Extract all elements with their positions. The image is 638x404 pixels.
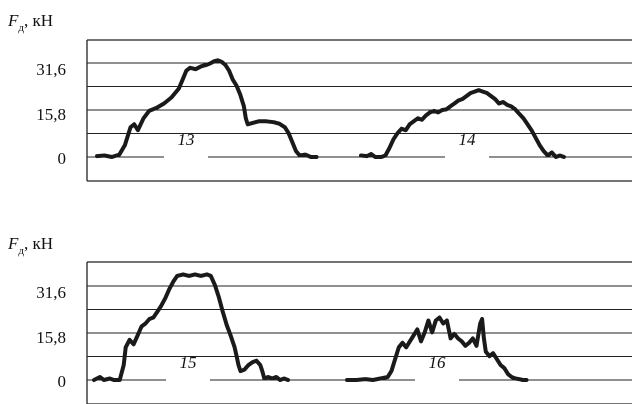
series-label-15: 15 — [180, 353, 197, 372]
series-line-14 — [359, 88, 566, 159]
series-line-13 — [95, 58, 319, 159]
series-line-15 — [92, 272, 290, 382]
y-tick-bottom-15-8: 15,8 — [36, 328, 66, 347]
y-tick-top-31-6: 31,6 — [36, 60, 66, 79]
y-axis-label-top: Fд, кН — [7, 11, 53, 34]
y-tick-top-0: 0 — [58, 149, 67, 168]
y-tick-bottom-0: 0 — [58, 372, 67, 391]
panel-top: Fд, кН 31,6 15,8 0 13 14 — [7, 11, 632, 182]
series-label-13: 13 — [178, 130, 195, 149]
y-tick-top-15-8: 15,8 — [36, 105, 66, 124]
series-label-14: 14 — [459, 130, 477, 149]
y-tick-bottom-31-6: 31,6 — [36, 283, 66, 302]
series-line-16 — [345, 315, 529, 382]
panel-bottom: Fд, кН 31,6 15,8 0 15 16 — [7, 234, 632, 404]
series-label-16: 16 — [429, 353, 447, 372]
y-axis-label-bottom: Fд, кН — [7, 234, 53, 257]
